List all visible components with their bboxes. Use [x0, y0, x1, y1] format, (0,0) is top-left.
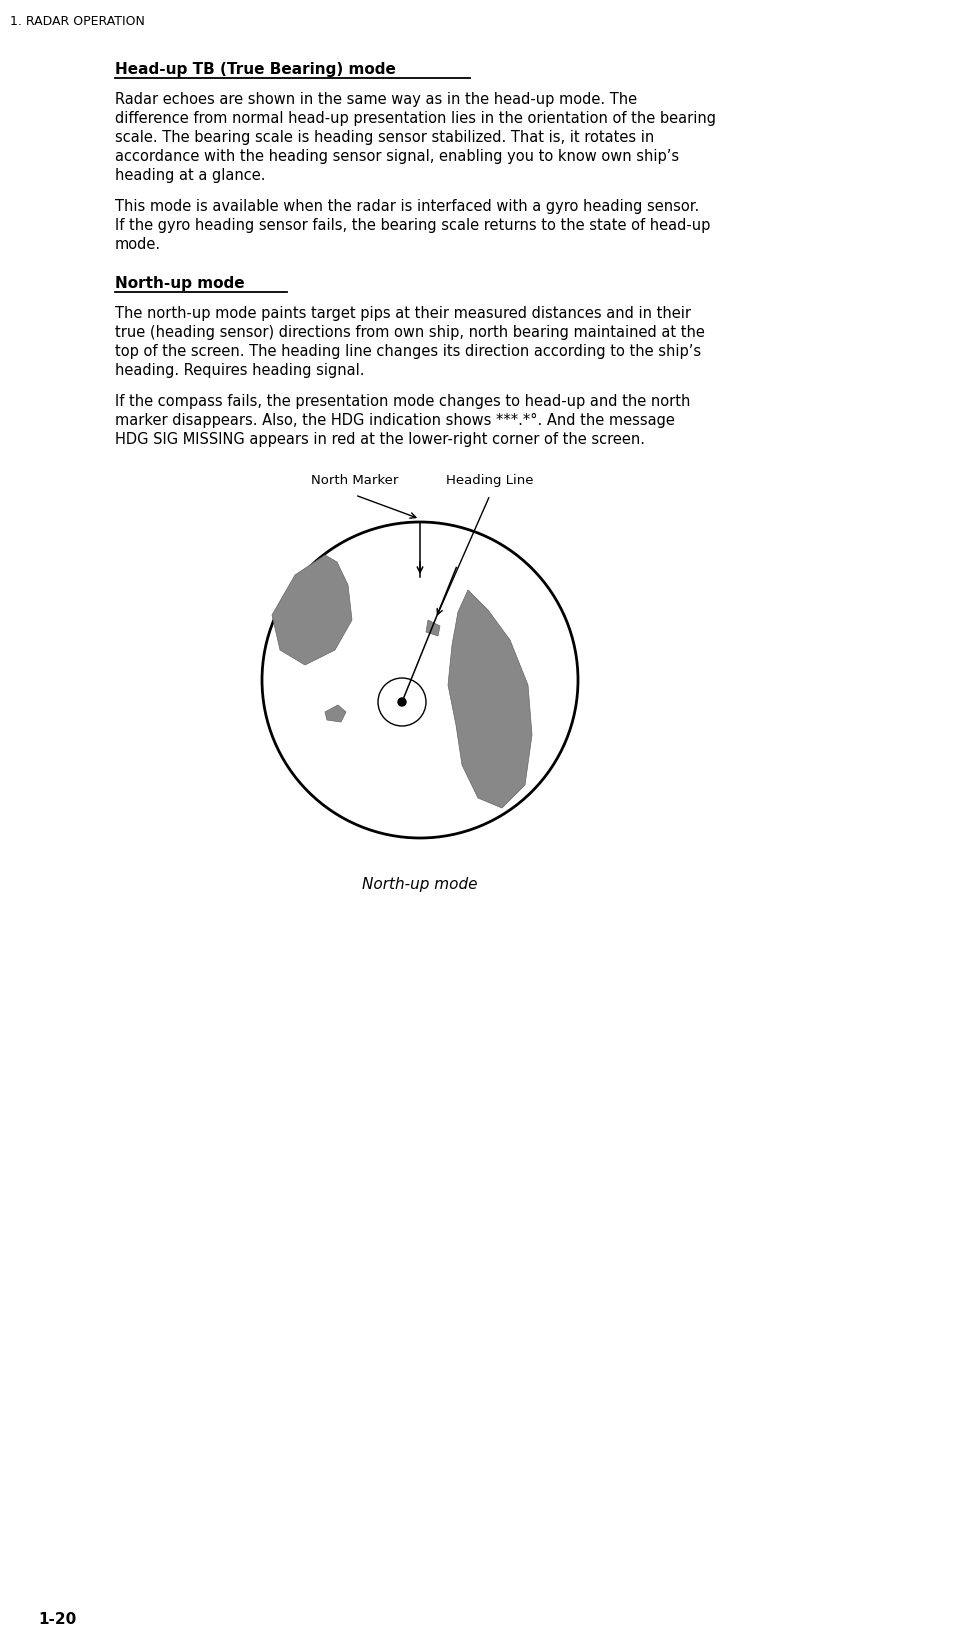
Text: HDG SIG MISSING appears in red at the lower-right corner of the screen.: HDG SIG MISSING appears in red at the lo…	[115, 432, 645, 447]
Circle shape	[398, 698, 406, 707]
Text: North-up mode: North-up mode	[115, 276, 244, 290]
Text: North-up mode: North-up mode	[362, 876, 478, 891]
Text: Heading Line: Heading Line	[446, 473, 534, 486]
Text: Radar echoes are shown in the same way as in the head-up mode. The: Radar echoes are shown in the same way a…	[115, 91, 638, 108]
Text: Head-up TB (True Bearing) mode: Head-up TB (True Bearing) mode	[115, 62, 396, 77]
Text: scale. The bearing scale is heading sensor stabilized. That is, it rotates in: scale. The bearing scale is heading sens…	[115, 131, 654, 145]
Text: 1. RADAR OPERATION: 1. RADAR OPERATION	[10, 15, 145, 28]
Text: marker disappears. Also, the HDG indication shows ***.*°. And the message: marker disappears. Also, the HDG indicat…	[115, 413, 675, 428]
Polygon shape	[426, 620, 440, 636]
Text: accordance with the heading sensor signal, enabling you to know own ship’s: accordance with the heading sensor signa…	[115, 149, 679, 163]
Text: mode.: mode.	[115, 237, 161, 251]
Text: If the gyro heading sensor fails, the bearing scale returns to the state of head: If the gyro heading sensor fails, the be…	[115, 217, 710, 233]
Text: top of the screen. The heading line changes its direction according to the ship’: top of the screen. The heading line chan…	[115, 344, 701, 359]
Text: This mode is available when the radar is interfaced with a gyro heading sensor.: This mode is available when the radar is…	[115, 199, 699, 214]
Text: 1-20: 1-20	[38, 1611, 76, 1625]
Text: The north-up mode paints target pips at their measured distances and in their: The north-up mode paints target pips at …	[115, 305, 691, 322]
Text: heading at a glance.: heading at a glance.	[115, 168, 266, 183]
Text: heading. Requires heading signal.: heading. Requires heading signal.	[115, 362, 364, 377]
Text: true (heading sensor) directions from own ship, north bearing maintained at the: true (heading sensor) directions from ow…	[115, 325, 705, 339]
Polygon shape	[325, 705, 346, 723]
Text: If the compass fails, the presentation mode changes to head-up and the north: If the compass fails, the presentation m…	[115, 393, 691, 408]
Text: North Marker: North Marker	[311, 473, 399, 486]
Text: difference from normal head-up presentation lies in the orientation of the beari: difference from normal head-up presentat…	[115, 111, 716, 126]
Polygon shape	[448, 591, 532, 808]
Polygon shape	[272, 555, 352, 666]
